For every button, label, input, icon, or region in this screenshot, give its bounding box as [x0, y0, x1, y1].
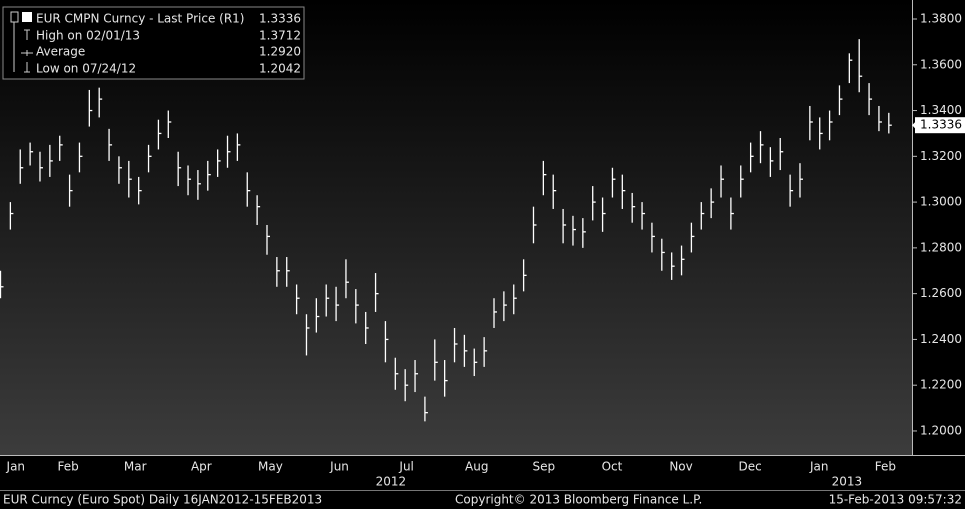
x-tick-label: Jan [6, 460, 26, 474]
legend-lines [13, 22, 33, 73]
legend-label: EUR CMPN Curncy - Last Price (R1) [36, 12, 244, 26]
legend-value: 1.2042 [259, 62, 301, 76]
bars [0, 39, 892, 422]
last-price-tag [915, 117, 965, 134]
x-tick-label: Jan [809, 460, 829, 474]
legend-label: Average [36, 45, 85, 59]
x-tick-label: Mar [124, 460, 147, 474]
legend-label: Low on 07/24/12 [36, 62, 136, 76]
x-tick-label: Sep [533, 460, 556, 474]
y-tick-label: 1.2000 [920, 423, 962, 437]
y-tick-label: 1.2600 [920, 286, 962, 300]
last-price-pointer [912, 121, 916, 130]
x-year-label: 2012 [376, 475, 407, 489]
legend-value: 1.3712 [259, 29, 301, 43]
legend-box [2, 6, 305, 80]
x-year-label: 2013 [832, 475, 863, 489]
x-tick-label: Feb [57, 460, 78, 474]
last-price-label: 1.3336 [920, 118, 962, 132]
x-tick-label: Feb [875, 460, 896, 474]
y-tick-label: 1.2400 [920, 332, 962, 346]
x-tick-label: Apr [191, 460, 212, 474]
y-tick-label: 1.3600 [920, 57, 962, 71]
y-tick-label: 1.3000 [920, 195, 962, 209]
legend-swatch [22, 12, 32, 22]
legend: EUR CMPN Curncy - Last Price (R1) 1.3336… [2, 6, 305, 80]
x-tick-label: Jun [329, 460, 349, 474]
y-tick-label: 1.3400 [920, 103, 962, 117]
x-tick-label: Jul [398, 460, 413, 474]
x-tick-label: Aug [465, 460, 488, 474]
footer-security: EUR Curncy (Euro Spot) Daily 16JAN2012-1… [3, 493, 322, 507]
x-tick-label: Oct [602, 460, 623, 474]
legend-value: 1.2920 [259, 45, 301, 59]
footer-copyright: Copyright© 2013 Bloomberg Finance L.P. [455, 493, 702, 507]
x-tick-label: May [258, 460, 283, 474]
y-tick-label: 1.2200 [920, 378, 962, 392]
legend-label: High on 02/01/13 [36, 29, 140, 43]
y-tick-label: 1.3800 [920, 11, 962, 25]
legend-value: 1.3336 [259, 12, 301, 26]
y-tick-label: 1.3200 [920, 149, 962, 163]
x-tick-label: Dec [739, 460, 762, 474]
footer-timestamp: 15-Feb-2013 09:57:32 [829, 493, 962, 507]
x-tick-label: Nov [669, 460, 692, 474]
y-tick-label: 1.2800 [920, 240, 962, 254]
axis-area [912, 0, 965, 455]
